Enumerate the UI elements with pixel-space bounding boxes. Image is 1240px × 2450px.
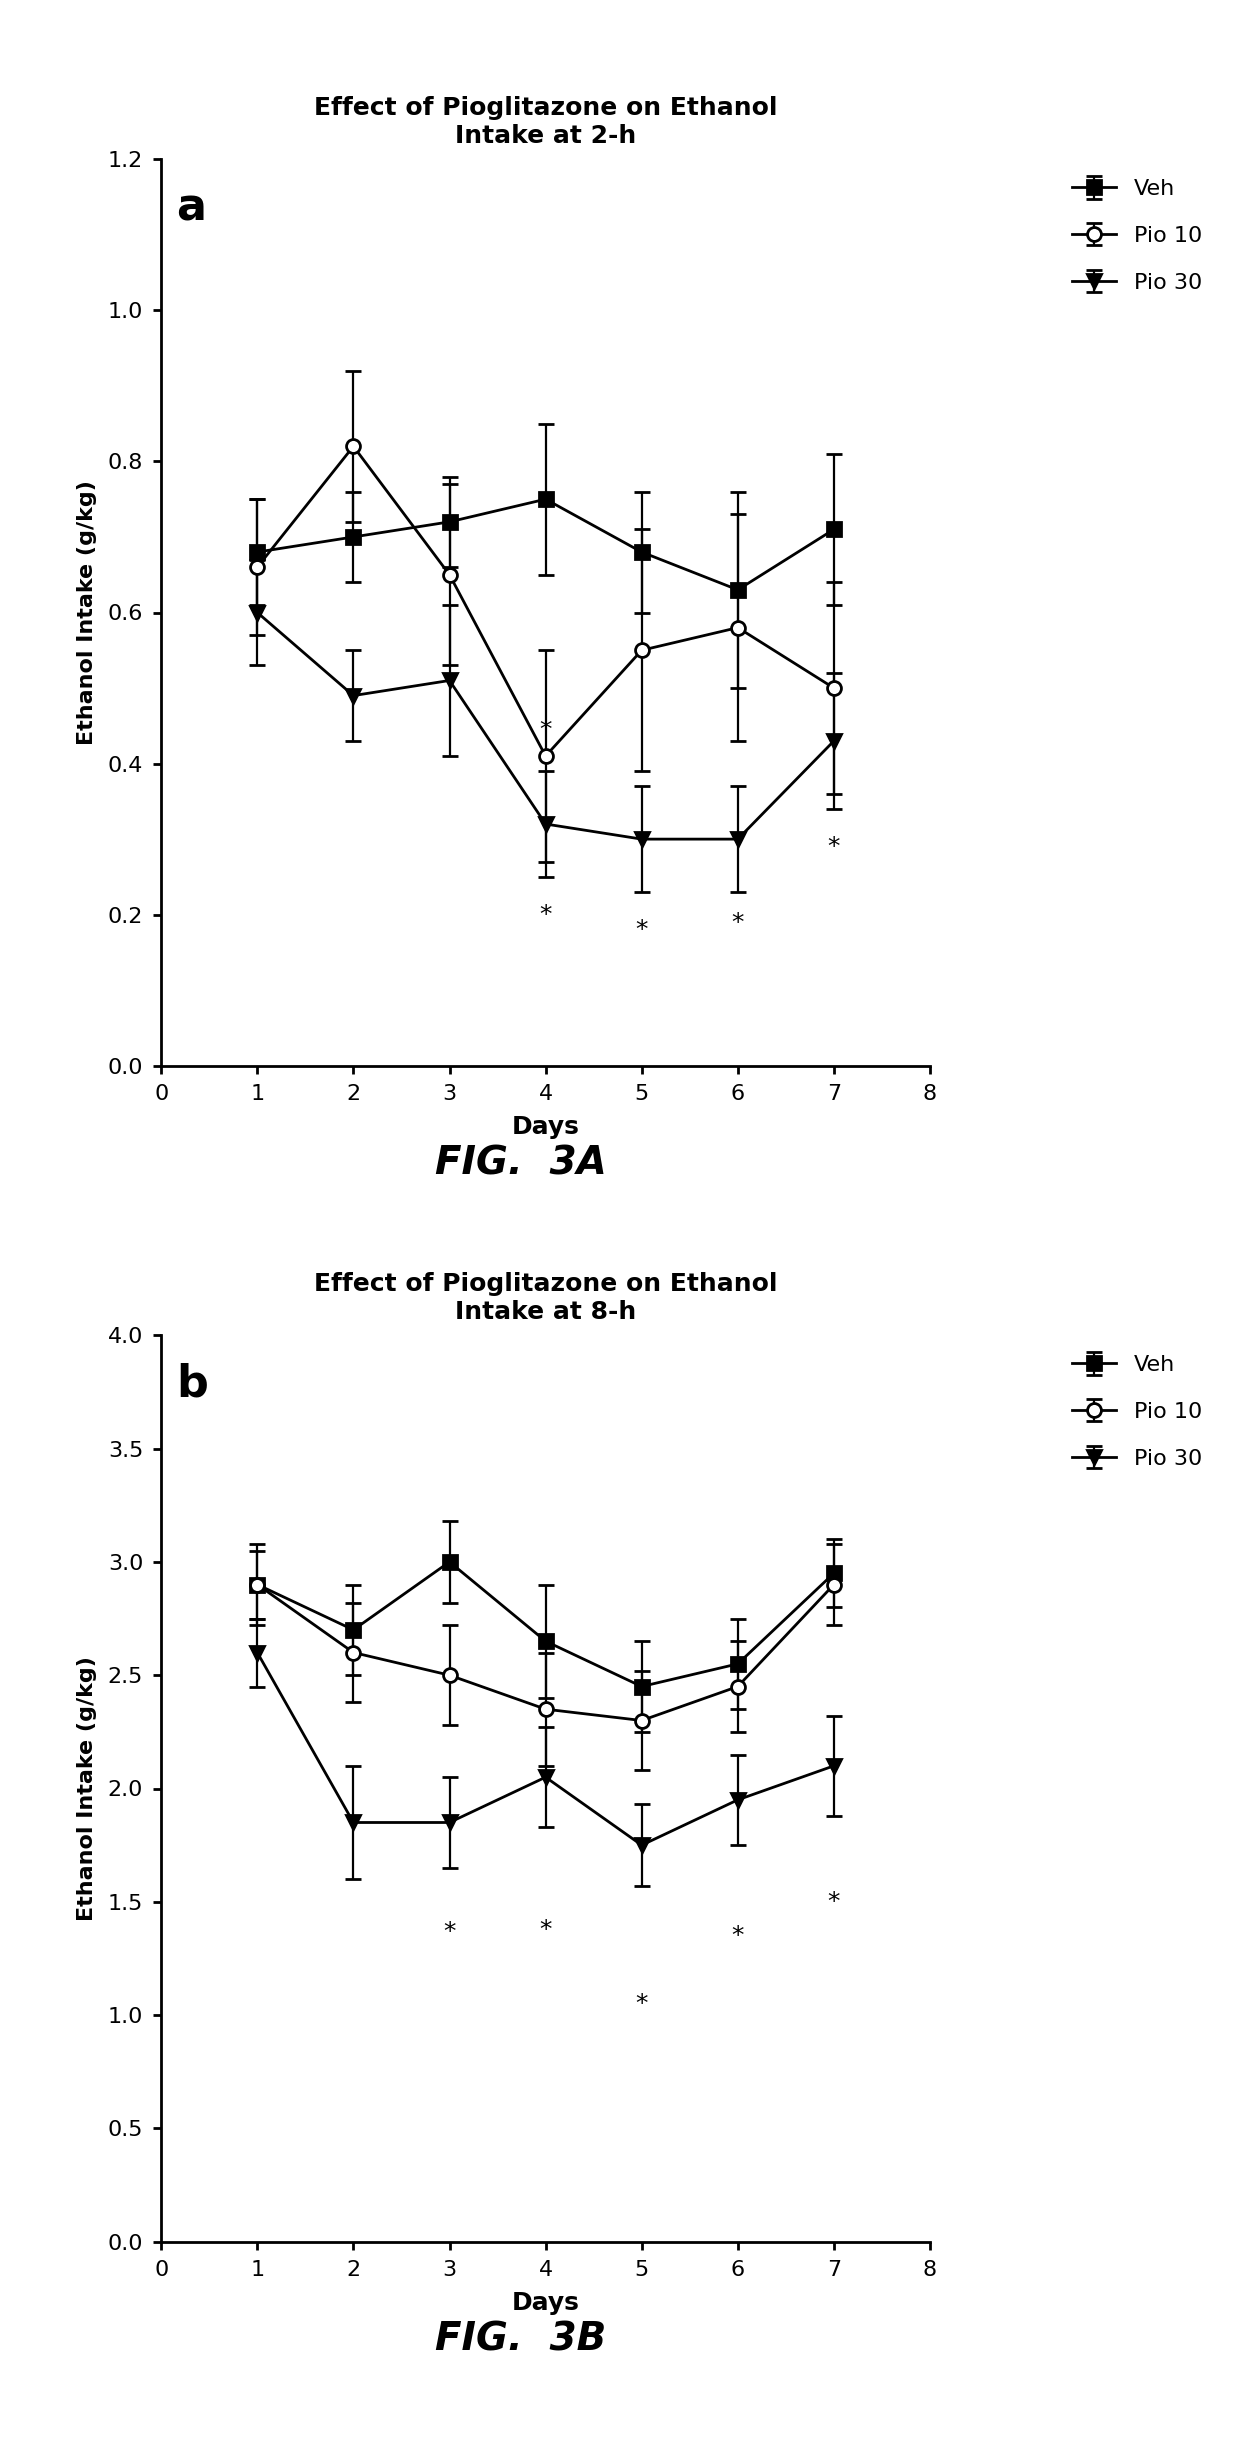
Text: *: * xyxy=(828,835,839,860)
Legend: Veh, Pio 10, Pio 30: Veh, Pio 10, Pio 30 xyxy=(1063,172,1211,301)
Title: Effect of Pioglitazone on Ethanol
Intake at 2-h: Effect of Pioglitazone on Ethanol Intake… xyxy=(314,96,777,147)
Legend: Veh, Pio 10, Pio 30: Veh, Pio 10, Pio 30 xyxy=(1063,1348,1211,1477)
Text: b: b xyxy=(176,1362,208,1406)
Text: *: * xyxy=(828,1891,839,1913)
Text: FIG.  3A: FIG. 3A xyxy=(435,1144,606,1183)
Text: a: a xyxy=(176,186,207,230)
Y-axis label: Ethanol Intake (g/kg): Ethanol Intake (g/kg) xyxy=(77,1656,97,1921)
Text: *: * xyxy=(636,1992,647,2016)
Text: *: * xyxy=(444,1921,455,1943)
Text: *: * xyxy=(732,1926,744,1948)
X-axis label: Days: Days xyxy=(512,1115,579,1139)
Text: *: * xyxy=(539,718,552,742)
Text: *: * xyxy=(732,911,744,936)
X-axis label: Days: Days xyxy=(512,2291,579,2315)
Text: *: * xyxy=(539,1918,552,1943)
Text: FIG.  3B: FIG. 3B xyxy=(435,2320,606,2359)
Title: Effect of Pioglitazone on Ethanol
Intake at 8-h: Effect of Pioglitazone on Ethanol Intake… xyxy=(314,1272,777,1323)
Y-axis label: Ethanol Intake (g/kg): Ethanol Intake (g/kg) xyxy=(77,480,97,745)
Text: *: * xyxy=(539,904,552,929)
Text: *: * xyxy=(636,919,647,943)
